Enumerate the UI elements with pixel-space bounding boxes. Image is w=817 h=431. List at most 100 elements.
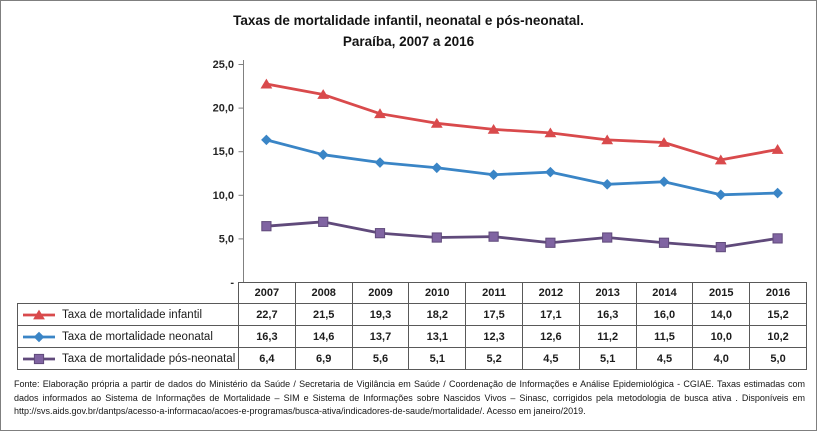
- data-point-marker: [545, 166, 556, 178]
- value-cell: 11,5: [635, 325, 694, 348]
- data-point-marker: [317, 149, 329, 160]
- data-point-marker: [317, 89, 330, 99]
- data-point-marker: [33, 309, 45, 319]
- data-point-marker: [260, 78, 273, 89]
- data-point-marker: [658, 237, 670, 248]
- series-line: [264, 138, 779, 197]
- value-cell: 5,1: [578, 347, 637, 370]
- value-cell: 6,4: [238, 347, 296, 370]
- y-axis-label: 25,0: [213, 59, 234, 71]
- data-point-marker: [261, 134, 272, 146]
- y-axis-label: 20,0: [213, 103, 234, 115]
- year-header-row: 2007 2008 2009 2010 2011 2012 2013 2014 2015 2016: [17, 282, 807, 304]
- table-row: Taxa de mortalidade pós-neonatal 6,4 6,9 5,…: [17, 347, 807, 370]
- value-cell: 21,5: [294, 303, 353, 326]
- legend-key: Taxa de mortalidade neonatal: [18, 331, 238, 343]
- data-point-marker: [374, 108, 386, 119]
- legend-key: Taxa de mortalidade pós-neonatal: [18, 353, 238, 365]
- legend-label: Taxa de mortalidade neonatal: [62, 330, 213, 343]
- value-cell: 13,1: [408, 325, 467, 348]
- year-header-cell: 2009: [351, 282, 410, 304]
- chart-title: Taxas de mortalidade infantil, neonatal …: [1, 10, 816, 52]
- chart-title-line2: Paraíba, 2007 a 2016: [342, 34, 475, 49]
- value-cell: 5,2: [465, 347, 523, 370]
- y-axis-label: 10,0: [213, 190, 234, 202]
- value-cell: 6,9: [294, 347, 353, 370]
- data-point-marker: [602, 232, 613, 243]
- year-header-cell: 2011: [465, 282, 523, 304]
- value-cell: 22,7: [238, 303, 296, 326]
- value-cell: 15,2: [749, 303, 807, 326]
- value-cell: 5,0: [749, 347, 807, 370]
- y-axis-label: -: [230, 277, 234, 284]
- legend-swatch-diamond: [23, 331, 55, 342]
- data-point-marker: [488, 169, 499, 181]
- y-axis-label: 15,0: [213, 146, 234, 158]
- value-cell: 17,1: [521, 303, 580, 326]
- data-point-marker: [714, 154, 727, 165]
- year-header-cell: 2013: [578, 282, 637, 304]
- table-row: Taxa de mortalidade neonatal 16,3 14,6 13,7…: [17, 325, 807, 348]
- legend-label: Taxa de mortalidade infantil: [62, 308, 202, 321]
- value-cell: 10,0: [692, 325, 751, 348]
- data-point-marker: [33, 353, 45, 364]
- data-point-marker: [772, 233, 783, 244]
- data-point-marker: [601, 134, 614, 145]
- legend-cell: Taxa de mortalidade neonatal: [17, 325, 239, 348]
- legend-label: Taxa de mortalidade pós-neonatal: [62, 352, 236, 365]
- data-point-marker: [33, 331, 45, 342]
- value-cell: 12,6: [521, 325, 580, 348]
- data-point-marker: [488, 231, 499, 242]
- year-header-cell: 2012: [521, 282, 580, 304]
- data-point-marker: [715, 189, 727, 201]
- year-header-cell: 2015: [692, 282, 751, 304]
- value-cell: 4,5: [635, 347, 694, 370]
- plot-area: - 5,0 10,0 15,0 20,0 25,0: [213, 59, 784, 284]
- value-cell: 19,3: [351, 303, 410, 326]
- value-cell: 16,3: [238, 325, 296, 348]
- data-point-marker: [318, 216, 329, 227]
- chart-title-line1: Taxas de mortalidade infantil, neonatal …: [233, 13, 584, 28]
- legend-key: Taxa de mortalidade infantil: [18, 309, 238, 321]
- value-cell: 4,5: [521, 347, 580, 370]
- data-point-marker: [601, 179, 613, 190]
- value-cell: 10,2: [749, 325, 807, 348]
- legend-swatch-triangle: [23, 309, 55, 319]
- source-note: Fonte: Elaboração própria a partir de da…: [14, 379, 805, 416]
- legend-cell: Taxa de mortalidade infantil: [17, 303, 239, 326]
- value-cell: 14,6: [294, 325, 353, 348]
- value-cell: 11,2: [578, 325, 637, 348]
- data-point-marker: [261, 221, 272, 232]
- year-header-cell: 2008: [294, 282, 353, 304]
- table-row: Taxa de mortalidade infantil 22,7 21,5 19,3…: [17, 303, 807, 326]
- data-point-marker: [374, 157, 386, 168]
- data-point-marker: [544, 127, 557, 138]
- table-corner-cell: [17, 282, 239, 304]
- data-point-marker: [771, 144, 784, 154]
- year-header-cell: 2010: [408, 282, 467, 304]
- value-cell: 18,2: [408, 303, 467, 326]
- data-point-marker: [487, 124, 500, 134]
- data-point-marker: [430, 117, 443, 128]
- value-cell: 16,0: [635, 303, 694, 326]
- data-point-marker: [658, 176, 670, 188]
- value-cell: 13,7: [351, 325, 410, 348]
- data-point-marker: [545, 237, 556, 248]
- value-cell: 16,3: [578, 303, 637, 326]
- data-point-marker: [431, 232, 442, 243]
- y-axis-label: 5,0: [219, 233, 234, 245]
- year-header-cell: 2016: [749, 282, 807, 304]
- value-cell: 12,3: [465, 325, 523, 348]
- chart-data-table: 2007 2008 2009 2010 2011 2012 2013 2014 2015 2016…: [17, 282, 807, 370]
- year-header-cell: 2014: [635, 282, 694, 304]
- value-cell: 17,5: [465, 303, 523, 326]
- series-line: [264, 220, 779, 249]
- series-line: [264, 82, 779, 162]
- data-point-marker: [658, 137, 670, 147]
- legend-cell: Taxa de mortalidade pós-neonatal: [17, 347, 239, 370]
- year-header-cell: 2007: [238, 282, 296, 304]
- value-cell: 4,0: [692, 347, 751, 370]
- data-point-marker: [431, 162, 443, 174]
- data-point-marker: [772, 187, 783, 199]
